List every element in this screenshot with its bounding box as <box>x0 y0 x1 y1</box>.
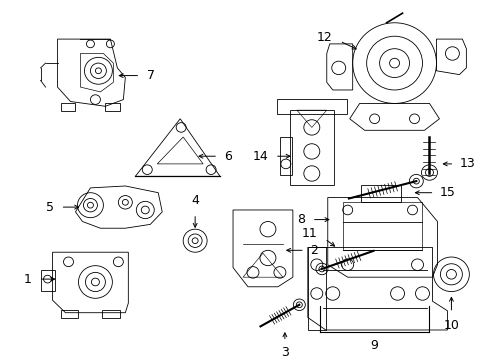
Text: 9: 9 <box>370 339 378 352</box>
Text: 10: 10 <box>443 319 458 332</box>
Text: 11: 11 <box>302 228 317 240</box>
Bar <box>276 99 346 114</box>
Text: 7: 7 <box>147 69 155 82</box>
Text: 12: 12 <box>316 31 332 44</box>
Bar <box>41 270 55 291</box>
Bar <box>102 310 120 318</box>
Text: 4: 4 <box>191 194 199 207</box>
Text: 15: 15 <box>439 186 454 199</box>
Bar <box>342 202 422 250</box>
Bar <box>61 310 78 318</box>
Text: 13: 13 <box>458 157 474 170</box>
Text: 5: 5 <box>45 201 53 213</box>
Bar <box>279 137 291 175</box>
Bar <box>289 110 333 185</box>
Text: 1: 1 <box>24 273 32 285</box>
Text: 8: 8 <box>296 213 304 226</box>
Bar <box>307 247 325 330</box>
Bar <box>105 103 120 111</box>
Text: 2: 2 <box>309 244 317 257</box>
Text: 14: 14 <box>252 150 267 163</box>
Bar <box>61 103 75 111</box>
Text: 6: 6 <box>224 150 231 163</box>
Bar <box>360 185 400 202</box>
Text: 3: 3 <box>281 346 288 359</box>
